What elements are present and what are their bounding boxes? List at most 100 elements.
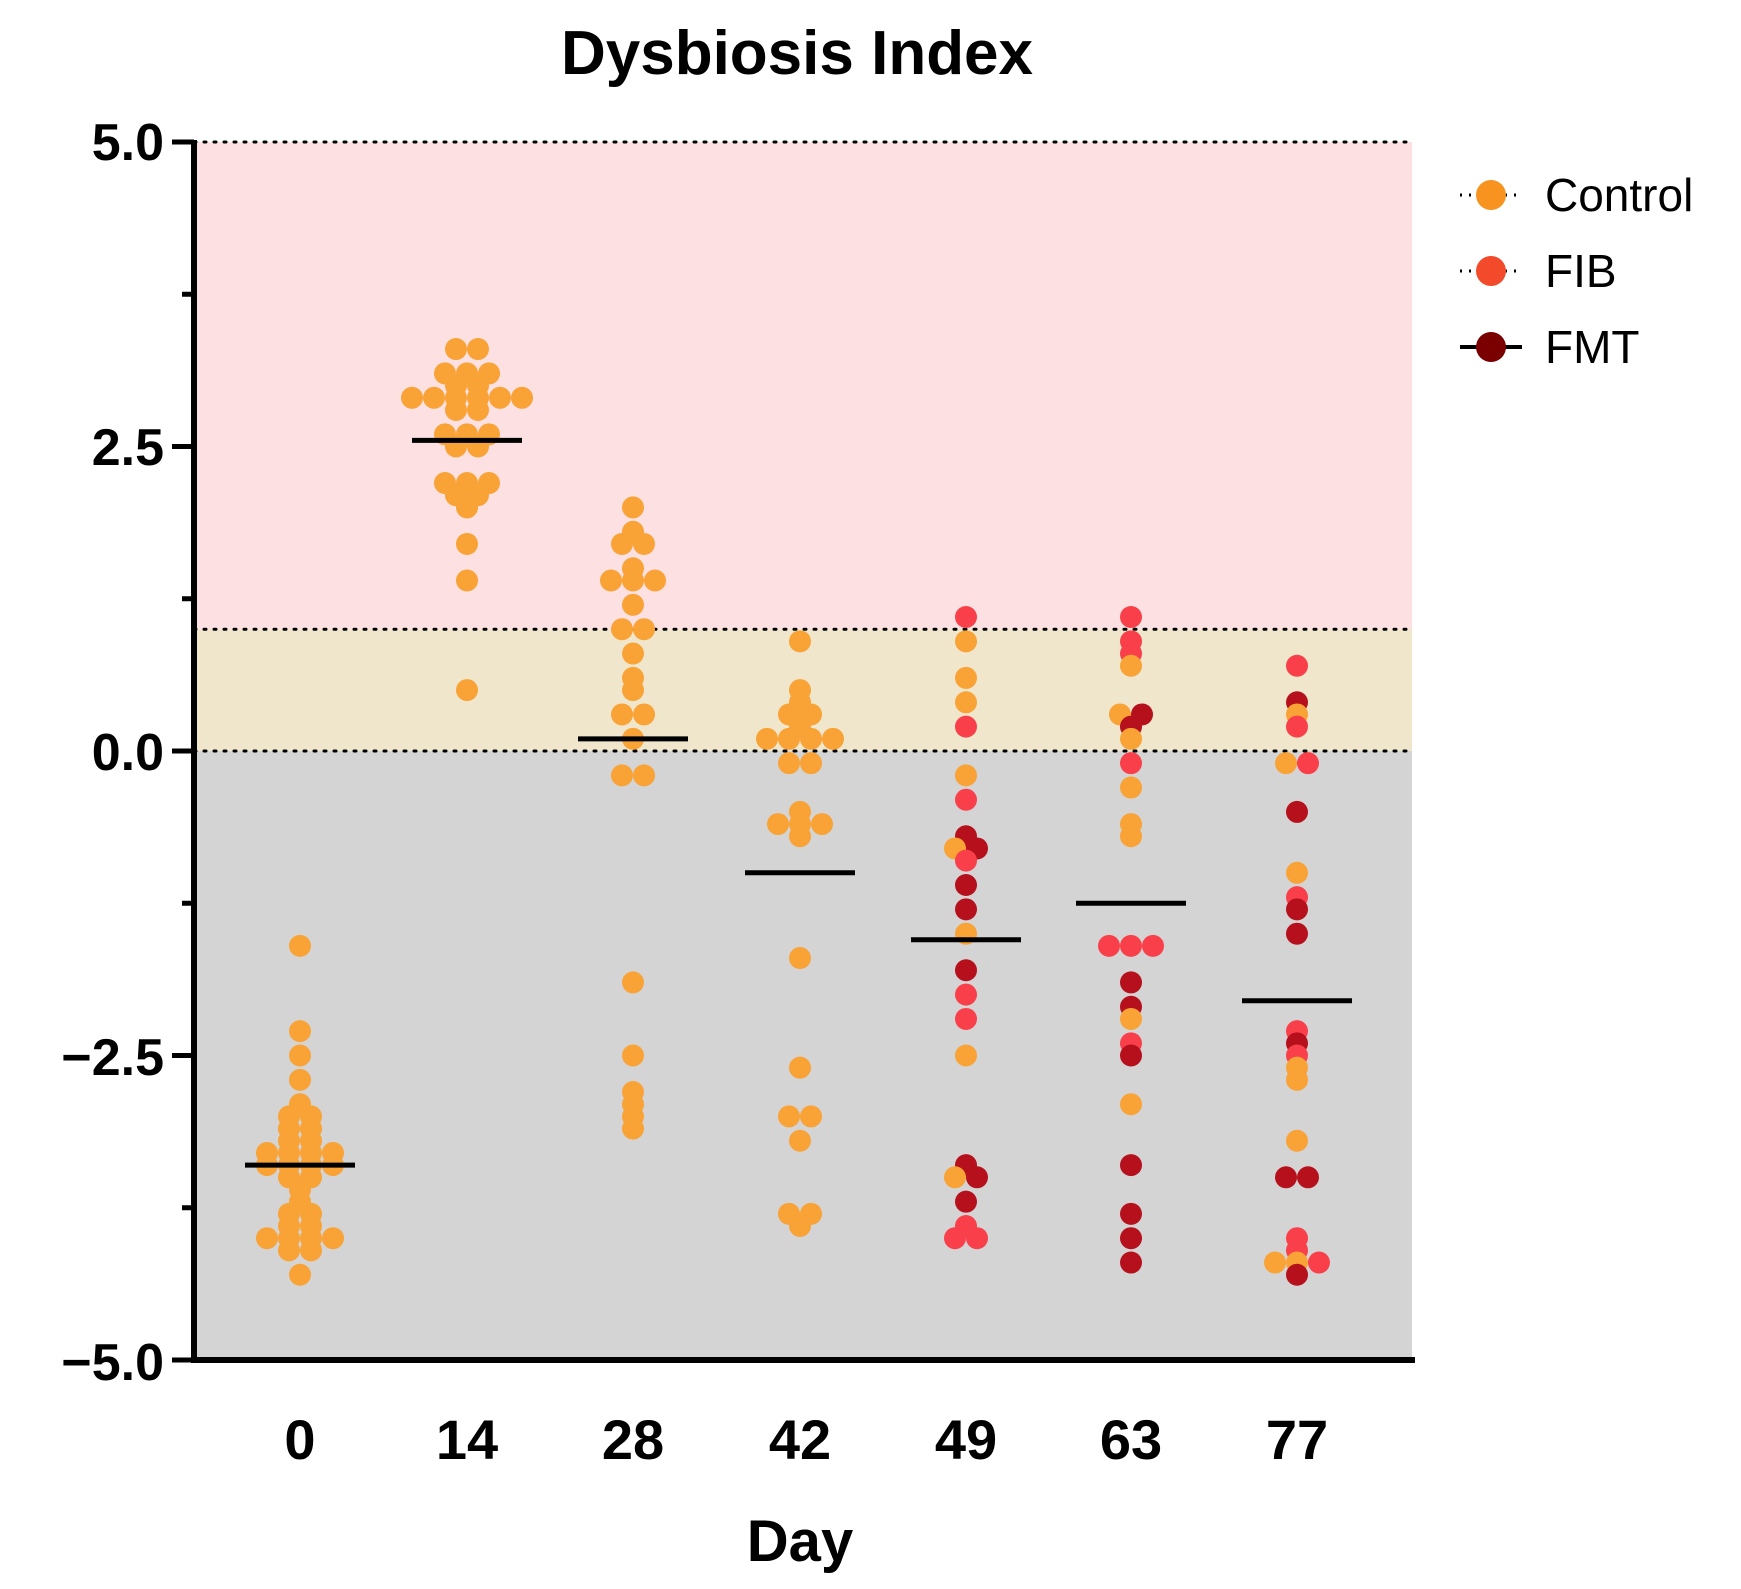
band-0 [194,142,1412,630]
data-point-fmt-day-63 [1120,1251,1142,1274]
data-point-control-day-0 [300,1239,322,1262]
data-point-control-day-77 [1286,1129,1308,1152]
data-point-fib-day-63 [1120,934,1142,957]
data-point-control-day-28 [611,618,633,641]
data-point-control-day-14 [456,679,478,702]
data-point-control-day-28 [633,532,655,555]
data-point-control-day-63 [1120,1007,1142,1030]
data-point-fmt-day-63 [1120,1227,1142,1250]
chart-title: Dysbiosis Index [561,19,1034,88]
data-point-control-day-42 [778,752,800,775]
data-point-control-day-0 [289,1044,311,1067]
data-point-fmt-day-49 [955,959,977,982]
data-point-control-day-42 [789,1215,811,1238]
legend-item-control: Control [1460,169,1693,221]
data-point-control-day-49 [955,764,977,787]
data-point-fmt-day-49 [955,1190,977,1213]
data-point-control-day-14 [445,338,467,361]
data-point-control-day-63 [1120,825,1142,848]
data-point-control-day-14 [489,386,511,409]
y-tick-label-5: 5.0 [92,114,164,172]
data-point-fmt-day-77 [1286,800,1308,823]
x-axis-label: Day [747,1509,853,1574]
data-point-control-day-14 [456,532,478,555]
legend-label-control: Control [1545,169,1693,221]
data-point-control-day-28 [622,593,644,616]
reference-lines [192,140,1414,753]
x-tick-label-49: 49 [935,1408,997,1471]
x-tick-label-77: 77 [1266,1408,1328,1471]
data-point-control-day-0 [289,934,311,957]
legend-item-fmt: FMT [1460,321,1640,373]
data-point-fmt-day-63 [1120,971,1142,994]
x-tick-label-0: 0 [284,1408,315,1471]
data-point-control-day-0 [322,1227,344,1250]
data-point-fib-day-63 [1098,934,1120,957]
data-point-fmt-day-77 [1297,1166,1319,1189]
data-point-control-day-42 [789,947,811,970]
data-point-fib-day-49 [944,1227,966,1250]
y-tick-label-2-5: 2.5 [92,419,164,477]
data-point-control-day-77 [1264,1251,1286,1274]
legend-marker-control [1476,180,1506,210]
data-point-fib-day-63 [1120,606,1142,629]
data-point-control-day-28 [622,496,644,519]
data-point-control-day-14 [456,496,478,519]
data-point-control-day-42 [789,630,811,653]
data-point-control-day-28 [633,618,655,641]
data-point-control-day-28 [611,703,633,726]
data-point-fib-day-49 [955,1007,977,1030]
x-tick-label-28: 28 [602,1408,664,1471]
data-point-control-day-42 [767,813,789,836]
data-point-fib-day-49 [955,983,977,1006]
data-point-fib-day-77 [1308,1251,1330,1274]
data-point-control-day-42 [800,752,822,775]
data-point-control-day-42 [800,727,822,750]
legend-marker-fmt [1476,332,1506,362]
data-point-control-day-14 [423,386,445,409]
background-bands [194,142,1412,1360]
legend-label-fmt: FMT [1545,321,1640,373]
data-point-control-day-28 [622,569,644,592]
data-point-fmt-day-77 [1286,922,1308,945]
data-point-control-day-28 [600,569,622,592]
y-tick-label-minus-2-5: −2.5 [61,1029,164,1087]
data-point-control-day-0 [278,1239,300,1262]
data-point-control-day-42 [778,727,800,750]
data-point-control-day-49 [955,691,977,714]
x-tick-label-42: 42 [769,1408,831,1471]
data-point-control-day-28 [622,679,644,702]
data-point-fib-day-49 [955,606,977,629]
data-point-control-day-42 [756,727,778,750]
data-point-fmt-day-63 [1120,1202,1142,1225]
data-point-control-day-28 [633,703,655,726]
data-point-fmt-day-77 [1286,1263,1308,1286]
data-point-control-day-0 [289,1068,311,1091]
data-point-fmt-day-77 [1275,1166,1297,1189]
data-point-control-day-42 [822,727,844,750]
y-tick-label-minus-5: −5.0 [61,1334,164,1392]
data-point-fmt-day-63 [1120,1044,1142,1067]
data-point-fib-day-77 [1286,715,1308,738]
legend-label-fib: FIB [1545,245,1617,297]
data-point-control-day-63 [1120,727,1142,750]
x-tick-label-14: 14 [436,1408,498,1471]
data-point-fmt-day-49 [955,873,977,896]
data-points [256,338,1330,1286]
data-point-control-day-42 [800,1105,822,1128]
data-point-control-day-28 [611,764,633,787]
data-point-control-day-14 [467,338,489,361]
data-point-control-day-49 [955,666,977,689]
data-point-control-day-42 [789,1129,811,1152]
data-point-fmt-day-63 [1120,1154,1142,1177]
data-point-fib-day-49 [955,715,977,738]
median-lines [245,437,1352,1168]
data-point-control-day-14 [445,398,467,421]
data-point-control-day-28 [611,532,633,555]
data-point-fib-day-49 [955,788,977,811]
data-point-control-day-0 [289,1263,311,1286]
legend-marker-fib [1476,256,1506,286]
data-point-control-day-77 [1286,1068,1308,1091]
data-point-control-day-28 [633,764,655,787]
